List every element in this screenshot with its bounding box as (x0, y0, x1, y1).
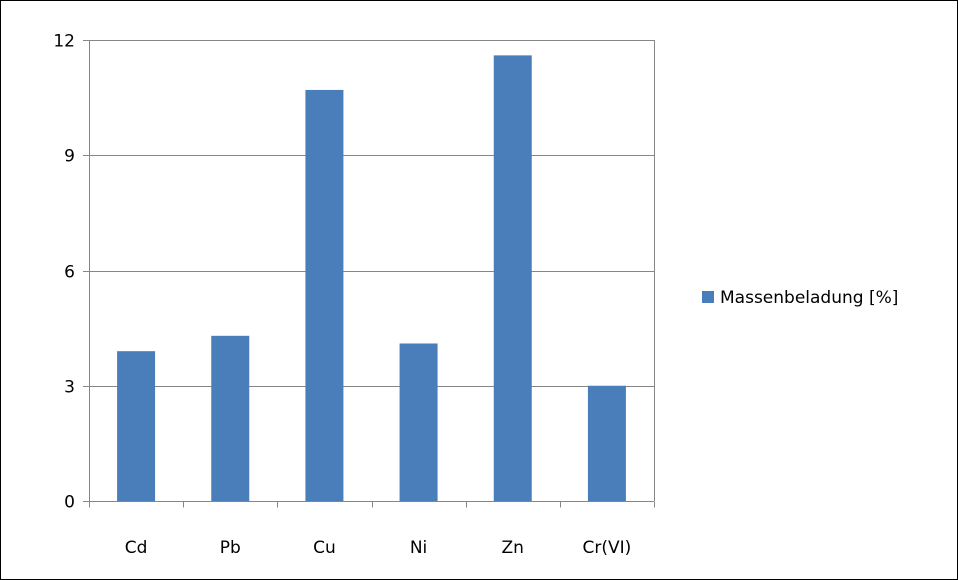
bar-Cd (117, 351, 156, 501)
x-tick-label: Cr(VI) (583, 538, 632, 558)
bar-Ni (399, 343, 438, 501)
legend: Massenbeladung [%] (702, 288, 898, 308)
x-tick-label: Cu (313, 538, 336, 558)
y-tick-labels: 0 3 6 9 12 (53, 32, 75, 513)
y-tick-label: 9 (64, 147, 75, 167)
y-tick-label: 0 (64, 493, 75, 513)
bar-Cu (305, 89, 344, 502)
legend-swatch (702, 291, 714, 303)
x-tick-labels: Cd Pb Cu Ni Zn Cr(VI) (125, 538, 632, 558)
x-tick-label: Pb (220, 538, 241, 558)
bars (117, 55, 626, 502)
bar-Pb (211, 335, 250, 501)
y-tick-label: 6 (64, 263, 75, 283)
bar-Cr(VI) (587, 385, 626, 501)
bar-Zn (493, 55, 532, 501)
y-tick-label: 3 (64, 378, 75, 398)
x-tick-label: Ni (410, 538, 427, 558)
x-tick-label: Zn (502, 538, 524, 558)
legend-label: Massenbeladung [%] (720, 288, 898, 308)
x-tick-label: Cd (125, 538, 148, 558)
y-tick-label: 12 (53, 32, 75, 52)
axes (83, 40, 655, 508)
